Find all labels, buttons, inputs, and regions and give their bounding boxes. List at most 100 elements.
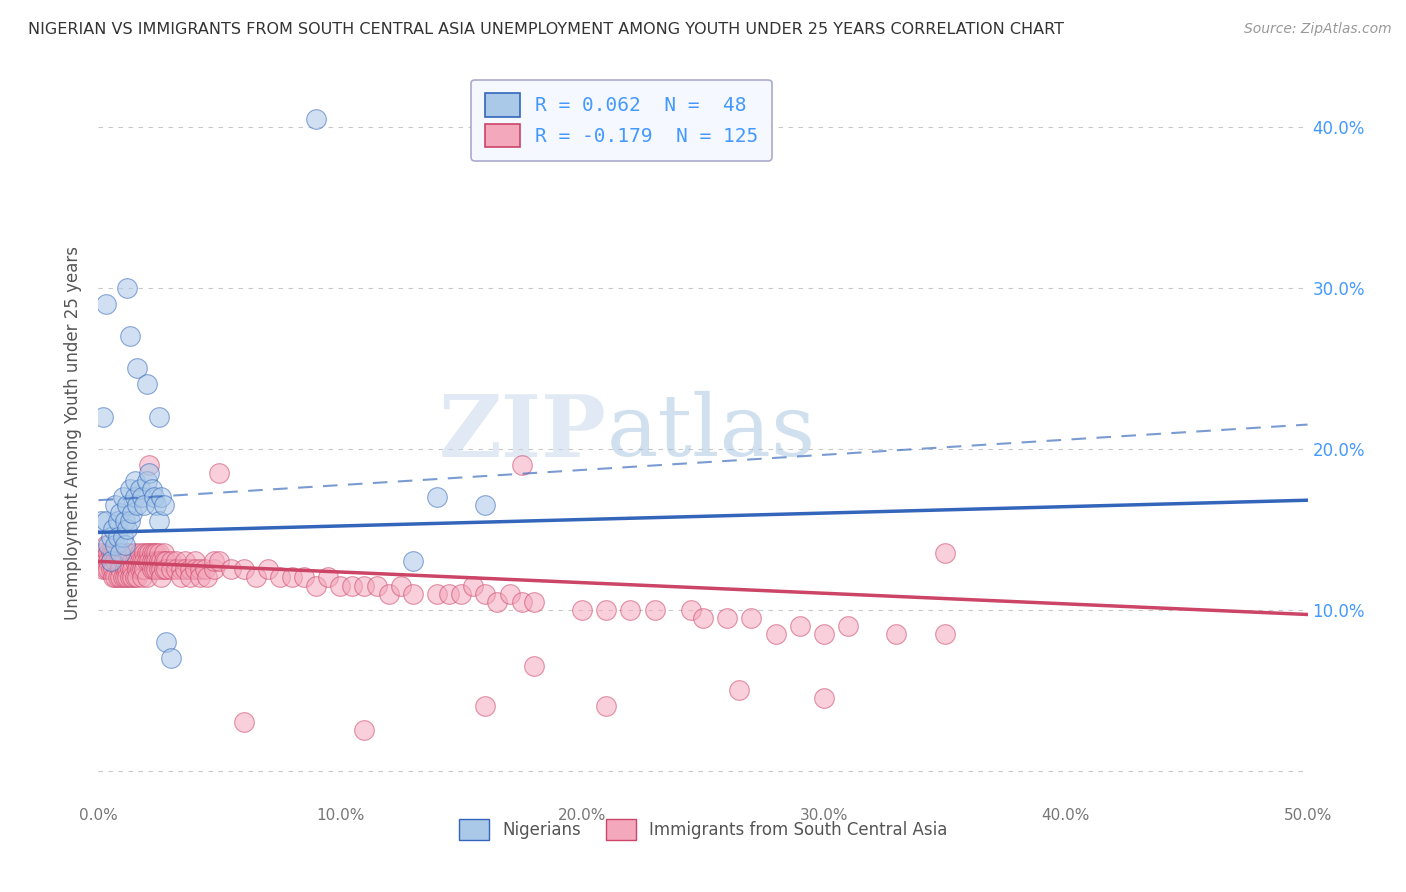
Point bbox=[118, 329, 141, 343]
Point bbox=[94, 514, 117, 528]
Point bbox=[124, 554, 146, 568]
Point bbox=[305, 112, 328, 126]
Point bbox=[463, 578, 485, 592]
Point bbox=[127, 554, 149, 568]
Point bbox=[165, 562, 187, 576]
Point bbox=[134, 498, 156, 512]
Point bbox=[121, 562, 143, 576]
Point bbox=[353, 723, 375, 738]
Point bbox=[141, 562, 163, 576]
Point bbox=[107, 570, 129, 584]
Point bbox=[117, 546, 139, 560]
Point bbox=[165, 554, 187, 568]
Point bbox=[389, 578, 412, 592]
Point bbox=[101, 562, 124, 576]
Point bbox=[148, 554, 170, 568]
Point bbox=[127, 498, 149, 512]
Point bbox=[245, 570, 267, 584]
Point bbox=[90, 546, 112, 560]
Point bbox=[204, 562, 226, 576]
Point bbox=[101, 546, 124, 560]
Text: atlas: atlas bbox=[606, 391, 815, 475]
Point bbox=[117, 281, 139, 295]
Point bbox=[111, 490, 134, 504]
Point bbox=[127, 570, 149, 584]
Point bbox=[143, 490, 166, 504]
Point bbox=[94, 554, 117, 568]
Point bbox=[97, 554, 120, 568]
Point bbox=[184, 562, 207, 576]
Point bbox=[94, 562, 117, 576]
Point bbox=[329, 578, 352, 592]
Point bbox=[152, 546, 174, 560]
Point bbox=[134, 554, 156, 568]
Point bbox=[426, 490, 449, 504]
Text: ZIP: ZIP bbox=[439, 391, 606, 475]
Text: Source: ZipAtlas.com: Source: ZipAtlas.com bbox=[1244, 22, 1392, 37]
Point bbox=[128, 554, 150, 568]
Point bbox=[124, 474, 146, 488]
Point bbox=[486, 594, 509, 608]
Point bbox=[100, 554, 122, 568]
Point bbox=[195, 570, 218, 584]
Point bbox=[789, 619, 811, 633]
Point bbox=[101, 522, 124, 536]
Point bbox=[108, 554, 131, 568]
Point bbox=[194, 562, 217, 576]
Point bbox=[148, 546, 170, 560]
Point bbox=[117, 498, 139, 512]
Point bbox=[121, 506, 143, 520]
Point bbox=[108, 506, 131, 520]
Point bbox=[148, 409, 170, 424]
Point bbox=[150, 562, 173, 576]
Point bbox=[128, 562, 150, 576]
Point bbox=[474, 699, 496, 714]
Point bbox=[160, 562, 183, 576]
Point bbox=[716, 610, 738, 624]
Point bbox=[692, 610, 714, 624]
Point bbox=[402, 554, 425, 568]
Point bbox=[934, 627, 956, 641]
Point bbox=[117, 562, 139, 576]
Point bbox=[108, 546, 131, 560]
Point bbox=[135, 554, 157, 568]
Point bbox=[94, 297, 117, 311]
Point bbox=[148, 562, 170, 576]
Point bbox=[184, 554, 207, 568]
Point bbox=[342, 578, 364, 592]
Point bbox=[179, 562, 201, 576]
Point bbox=[523, 659, 546, 673]
Point bbox=[118, 482, 141, 496]
Point bbox=[152, 498, 174, 512]
Point bbox=[813, 627, 835, 641]
Point bbox=[886, 627, 908, 641]
Point bbox=[174, 562, 197, 576]
Point bbox=[813, 691, 835, 706]
Point bbox=[221, 562, 243, 576]
Point bbox=[150, 570, 173, 584]
Point bbox=[104, 554, 127, 568]
Point bbox=[316, 570, 339, 584]
Point bbox=[143, 562, 166, 576]
Point bbox=[124, 546, 146, 560]
Point bbox=[107, 514, 129, 528]
Point bbox=[111, 570, 134, 584]
Point bbox=[837, 619, 859, 633]
Point bbox=[127, 562, 149, 576]
Point bbox=[100, 546, 122, 560]
Point bbox=[138, 458, 160, 472]
Point bbox=[208, 466, 231, 480]
Point bbox=[292, 570, 315, 584]
Point bbox=[174, 554, 197, 568]
Point bbox=[108, 570, 131, 584]
Point bbox=[114, 554, 136, 568]
Point bbox=[152, 562, 174, 576]
Point bbox=[150, 490, 173, 504]
Point bbox=[111, 546, 134, 560]
Point bbox=[145, 498, 167, 512]
Point bbox=[90, 514, 112, 528]
Point bbox=[143, 546, 166, 560]
Point bbox=[426, 586, 449, 600]
Point bbox=[145, 562, 167, 576]
Point bbox=[160, 651, 183, 665]
